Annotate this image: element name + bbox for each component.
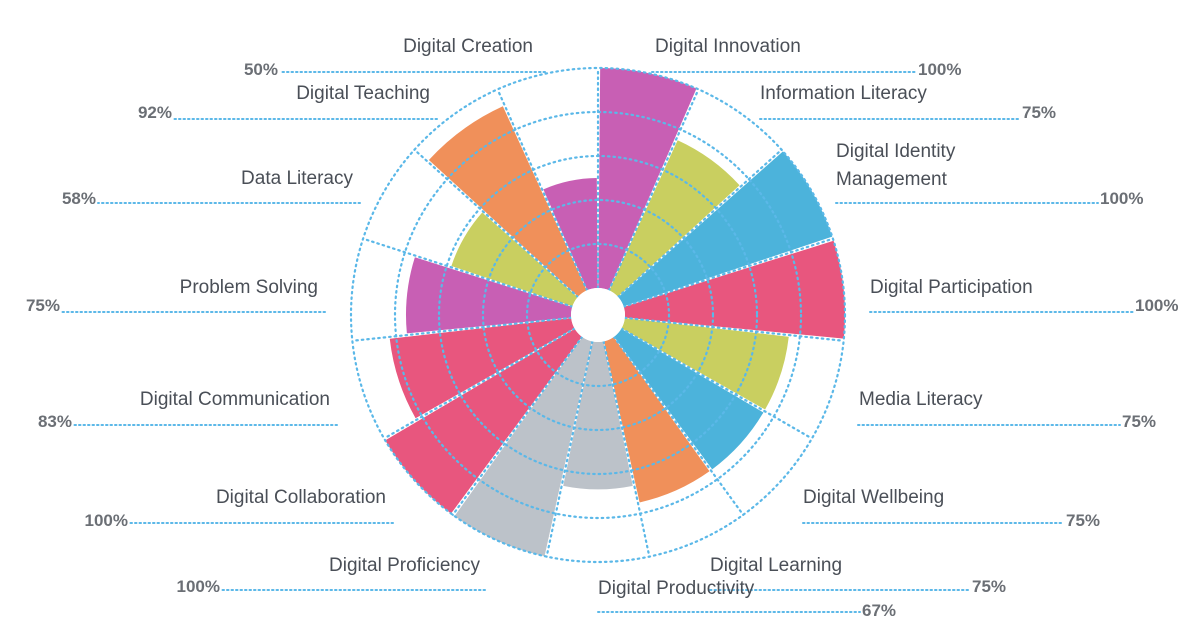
- percent-label-digital-productivity: 67%: [862, 601, 896, 620]
- wedge-digital-proficiency[interactable]: [454, 336, 593, 557]
- wedge-digital-wellbeing[interactable]: [614, 328, 764, 470]
- grid-spoke: [607, 88, 700, 292]
- percent-label-problem-solving: 75%: [26, 296, 60, 315]
- wedge-data-literacy[interactable]: [451, 212, 578, 307]
- wedge-digital-teaching[interactable]: [428, 106, 587, 297]
- category-label-digital-creation: Digital Creation: [403, 36, 533, 57]
- grid-ring: [525, 242, 671, 388]
- grid-spoke: [612, 335, 745, 516]
- category-label-digital-collaboration: Digital Collaboration: [216, 487, 386, 508]
- percent-label-digital-learning: 75%: [972, 577, 1006, 596]
- percent-label-information-literacy: 75%: [1022, 103, 1056, 122]
- wedge-problem-solving[interactable]: [406, 257, 573, 334]
- grid-spoke: [545, 340, 594, 558]
- category-label-information-literacy: Information Literacy: [760, 83, 927, 104]
- grid-spoke: [413, 148, 580, 299]
- grid-spoke: [382, 327, 576, 440]
- category-label-digital-teaching: Digital Teaching: [296, 83, 430, 104]
- category-label-digital-wellbeing: Digital Wellbeing: [803, 487, 944, 508]
- category-label-digital-productivity: Digital Productivity: [598, 578, 755, 599]
- grid-spoke: [602, 340, 651, 558]
- category-label-data-literacy: Data Literacy: [241, 168, 353, 189]
- category-label-digital-innovation: Digital Innovation: [655, 36, 801, 57]
- percent-label-digital-communication: 83%: [38, 412, 72, 431]
- grid-spoke: [351, 316, 573, 342]
- center-hole: [571, 288, 625, 342]
- category-label-digital-communication: Digital Communication: [140, 389, 330, 410]
- labels: Digital Innovation 100% Information Litera…: [26, 36, 1179, 620]
- category-label-digital-learning: Digital Learning: [710, 555, 842, 576]
- percent-label-digital-collaboration: 100%: [85, 511, 128, 530]
- grid-spoke: [622, 237, 835, 308]
- percent-label-digital-identity-management: 100%: [1100, 189, 1143, 208]
- category-label-problem-solving: Problem Solving: [180, 277, 318, 298]
- wedge-information-literacy[interactable]: [609, 140, 740, 297]
- wedge-digital-innovation[interactable]: [598, 68, 697, 291]
- category-label-digital-identity-management: Digital Identity Management: [836, 141, 956, 190]
- percent-label-data-literacy: 58%: [62, 189, 96, 208]
- grid-spoke: [623, 316, 845, 342]
- percent-label-digital-proficiency: 100%: [177, 577, 220, 596]
- wedge-digital-identity-management[interactable]: [618, 151, 833, 307]
- grid-spoke: [616, 148, 783, 299]
- percent-label-media-literacy: 75%: [1122, 412, 1156, 431]
- wedge-digital-participation[interactable]: [623, 240, 845, 339]
- grid: [349, 66, 847, 564]
- wedge-digital-communication[interactable]: [389, 318, 575, 419]
- percent-label-digital-innovation: 100%: [918, 60, 961, 79]
- percent-label-digital-creation: 50%: [244, 60, 278, 79]
- grid-spoke: [361, 237, 574, 308]
- grid-spoke: [496, 88, 589, 292]
- wedge-digital-productivity[interactable]: [563, 341, 633, 490]
- grid-ring: [349, 66, 847, 564]
- category-label-digital-proficiency: Digital Proficiency: [329, 555, 480, 576]
- category-label-digital-participation: Digital Participation: [870, 277, 1033, 298]
- percent-label-digital-wellbeing: 75%: [1066, 511, 1100, 530]
- wedge-digital-collaboration[interactable]: [385, 328, 582, 514]
- percent-label-digital-participation: 100%: [1135, 296, 1178, 315]
- wedge-digital-creation[interactable]: [543, 178, 598, 291]
- percent-label-digital-teaching: 92%: [138, 103, 172, 122]
- category-label-media-literacy: Media Literacy: [859, 389, 983, 410]
- grid-spoke: [451, 335, 584, 516]
- grid-spoke: [620, 327, 814, 440]
